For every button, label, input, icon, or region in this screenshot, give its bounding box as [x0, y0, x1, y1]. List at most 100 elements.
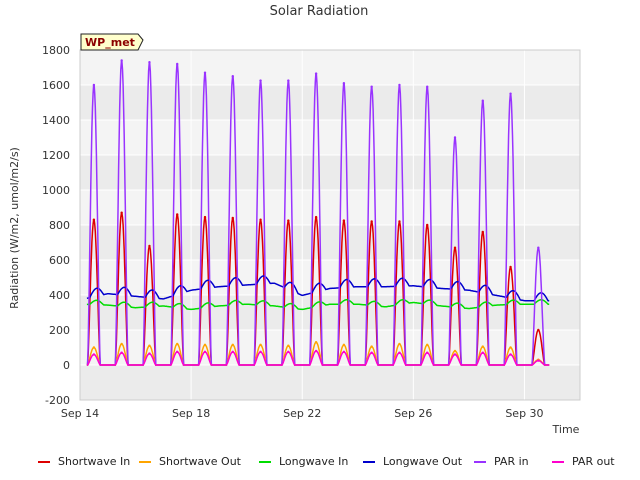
series-longwave-out: [86, 275, 550, 302]
series-point: [92, 83, 96, 87]
series-point: [203, 215, 207, 219]
series-point: [453, 353, 457, 356]
series-point: [537, 359, 540, 362]
series-point: [509, 346, 512, 349]
series-point: [481, 351, 484, 354]
series-point: [370, 351, 373, 354]
chart-title: Solar Radiation: [270, 4, 369, 19]
background-band: [80, 365, 580, 400]
x-tick-label: Sep 22: [283, 407, 321, 420]
series-point: [426, 85, 429, 88]
series-point: [370, 345, 373, 348]
series-point: [398, 83, 401, 87]
series-point: [259, 343, 262, 347]
series-line: [86, 275, 550, 302]
series-point: [120, 211, 123, 214]
series-point: [92, 353, 96, 356]
series-point: [176, 62, 179, 66]
y-tick-label: 1600: [42, 79, 70, 92]
series-point: [342, 350, 346, 354]
annotation-label: WP_met: [85, 36, 135, 49]
series-point: [398, 351, 401, 354]
series-point: [120, 351, 123, 354]
series-point: [453, 136, 457, 139]
legend-label: PAR in: [494, 455, 529, 468]
series-point: [176, 342, 179, 346]
background-band: [80, 190, 580, 225]
series-point: [398, 342, 401, 346]
series-point: [203, 350, 207, 354]
series-point: [537, 328, 540, 332]
series-line: [86, 350, 550, 366]
y-tick-labels: -200 0 200 400 600 800 1000 1200 1400 1600 1800: [42, 44, 70, 407]
legend-label: Shortwave Out: [159, 455, 242, 468]
x-tick-label: Sep 30: [505, 407, 543, 420]
series-point: [426, 351, 429, 354]
series-point: [92, 346, 96, 349]
series-point: [426, 343, 429, 347]
series-point: [370, 220, 373, 223]
background-band: [80, 120, 580, 155]
series-point: [148, 344, 151, 347]
series-point: [203, 343, 207, 347]
background-band: [80, 330, 580, 365]
series-point: [203, 71, 207, 74]
y-tick-label: 800: [49, 219, 70, 232]
series-line: [86, 299, 550, 311]
annotation-box: WP_met: [80, 33, 144, 51]
series-point: [537, 246, 540, 249]
legend-label: Shortwave In: [58, 455, 130, 468]
series-point: [259, 218, 262, 221]
series-point: [176, 350, 179, 354]
series-point: [231, 350, 234, 354]
series-point: [287, 79, 290, 82]
x-tick-labels: Sep 14 Sep 18 Sep 22 Sep 26 Sep 30: [61, 407, 544, 420]
series-point: [509, 92, 512, 95]
series-point: [342, 343, 346, 347]
series-point: [231, 216, 234, 220]
series-point: [342, 82, 346, 85]
y-tick-label: -200: [45, 394, 70, 407]
legend-item: Longwave In: [259, 455, 348, 468]
series-point: [481, 345, 484, 348]
legend-label: Longwave Out: [383, 455, 463, 468]
series-point: [398, 220, 401, 223]
y-tick-label: 400: [49, 289, 70, 302]
legend-label: PAR out: [572, 455, 615, 468]
legend-item: PAR in: [474, 455, 529, 468]
y-tick-label: 200: [49, 324, 70, 337]
y-tick-label: 1800: [42, 44, 70, 57]
series-point: [453, 349, 457, 353]
series-point: [314, 349, 318, 353]
series-par-out: [86, 349, 550, 366]
series-point: [426, 223, 429, 227]
x-tick-label: Sep 18: [172, 407, 210, 420]
legend: Shortwave In Shortwave Out Longwave In Long…: [38, 455, 615, 468]
y-tick-label: 1000: [42, 184, 70, 197]
background-band: [80, 225, 580, 260]
series-point: [176, 213, 179, 216]
series-longwave-in: [86, 299, 550, 311]
series-point: [287, 219, 290, 222]
series-point: [231, 343, 234, 347]
y-tick-label: 0: [63, 359, 70, 372]
series-point: [314, 215, 318, 219]
x-tick-label: Sep 14: [61, 407, 99, 420]
x-tick-label: Sep 26: [394, 407, 432, 420]
y-tick-label: 1200: [42, 149, 70, 162]
series-point: [231, 75, 234, 78]
series-point: [370, 85, 373, 88]
series-point: [148, 61, 151, 64]
series-point: [453, 246, 457, 249]
series-point: [314, 72, 318, 75]
background-band: [80, 50, 580, 85]
background-band: [80, 295, 580, 330]
plot-background: [80, 50, 580, 400]
y-tick-label: 1400: [42, 114, 70, 127]
series-point: [120, 59, 123, 62]
series-point: [259, 350, 262, 354]
legend-item: Longwave Out: [363, 455, 463, 468]
series-point: [481, 99, 484, 102]
series-point: [314, 341, 318, 344]
